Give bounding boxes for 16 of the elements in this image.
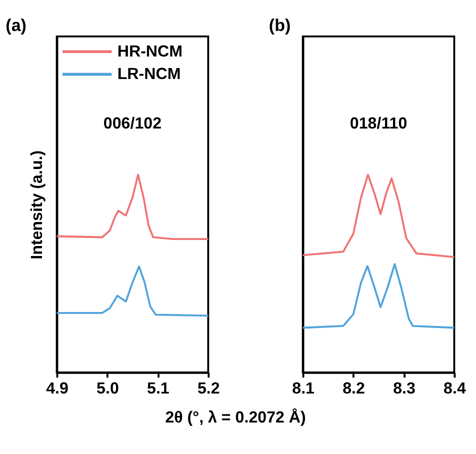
x-tick-label: 8.2 [342, 380, 365, 398]
x-tick-label: 8.1 [292, 380, 315, 398]
x-tick-label: 5.1 [147, 380, 170, 398]
text: 018/110 [350, 114, 408, 132]
legend-label: LR-NCM [117, 65, 181, 84]
legend-label: HR-NCM [117, 42, 183, 60]
x-tick-label: 4.9 [46, 380, 68, 398]
chart-title: (b) [268, 16, 291, 35]
x-tick-label: 8.3 [393, 380, 416, 398]
x-tick-label: 5.2 [197, 380, 220, 398]
y-axis-title: Intensity (a.u.) [28, 150, 46, 260]
x-axis-title: 2θ (°, λ = 0.2072 Å) [165, 408, 306, 427]
x-tick-label: 5.0 [96, 380, 119, 398]
text: 006/102 [103, 114, 162, 132]
x-tick-label: 8.4 [444, 380, 466, 398]
chart-title: (a) [6, 16, 26, 35]
